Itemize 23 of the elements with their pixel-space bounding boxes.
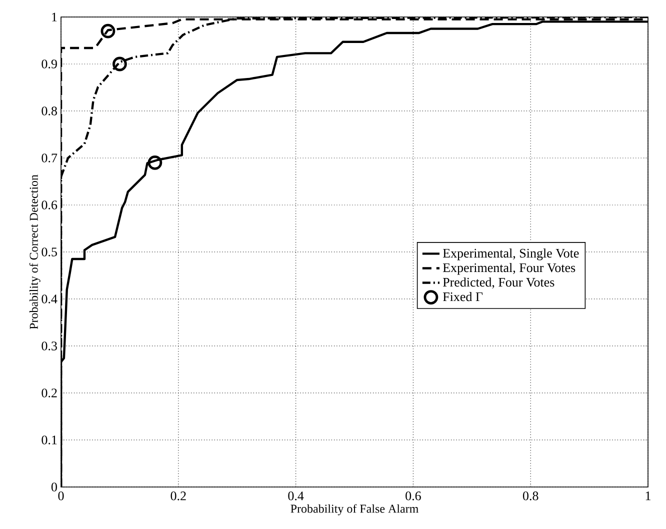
y-tick-label: 0.3 (42, 342, 57, 350)
x-axis-title: Probability of False Alarm (290, 504, 418, 516)
x-tick-label: 0.4 (288, 492, 304, 500)
y-tick-label: 0.4 (42, 294, 58, 304)
y-tick-label: 0.6 (42, 200, 58, 210)
x-tick-label: 0.8 (522, 492, 538, 500)
x-tick-label: 0 (58, 492, 64, 500)
legend-label: Experimental, Single Vote (442, 248, 579, 260)
y-tick-label: 0.9 (42, 60, 57, 68)
y-tick-label: 0.1 (42, 436, 57, 444)
legend-label: Experimental, Four Votes (442, 262, 576, 275)
y-tick-label: 0.5 (42, 248, 57, 256)
y-tick-label: 0 (51, 482, 57, 492)
x-tick-label: 1 (646, 492, 650, 500)
legend-label: Fixed Γ (442, 292, 483, 302)
y-tick-label: 1 (52, 12, 57, 22)
y-tick-label: 0.8 (42, 106, 57, 116)
y-tick-label: 0.2 (42, 388, 57, 398)
legend-label: Predicted, Four Votes (442, 277, 554, 289)
x-tick-label: 0.6 (406, 492, 421, 500)
x-tick-label: 0.2 (170, 492, 186, 500)
y-axis-title: Probability of Correct Detection (29, 174, 40, 330)
y-tick-label: 0.7 (42, 154, 58, 162)
